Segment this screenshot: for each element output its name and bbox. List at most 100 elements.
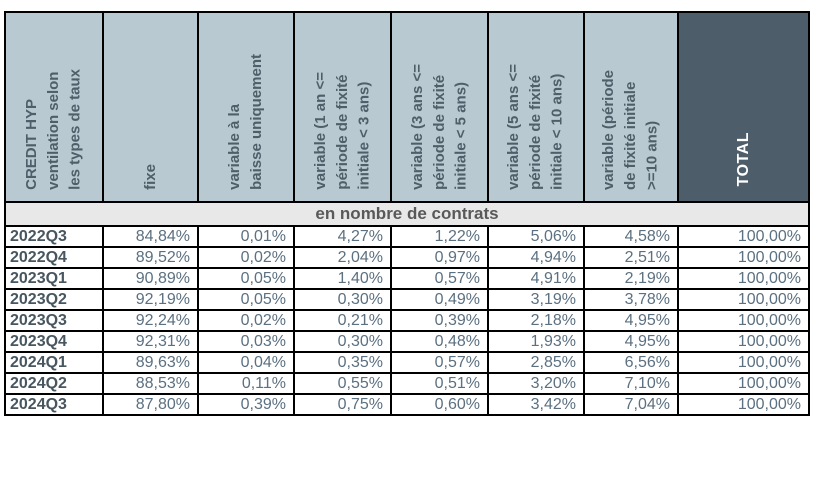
cell-value: 1,22% <box>390 225 489 248</box>
cell-value: 0,30% <box>293 288 392 311</box>
cell-value: 0,30% <box>293 330 392 353</box>
header-row: CREDIT HYP ventilation selon les types d… <box>4 11 810 203</box>
row-label: 2024Q1 <box>4 351 104 374</box>
corner-header-cell: CREDIT HYP ventilation selon les types d… <box>4 11 104 203</box>
col-header-variable-3-5-ans: variable (3 ans <= période de fixité ini… <box>390 11 489 203</box>
cell-value: 1,93% <box>487 330 585 353</box>
subtitle-band: en nombre de contrats <box>4 201 810 227</box>
cell-value: 0,02% <box>197 246 295 269</box>
cell-value: 0,05% <box>197 267 295 290</box>
col-header-label: variable (3 ans <= période de fixité ini… <box>408 64 470 190</box>
cell-value: 84,84% <box>102 225 199 248</box>
cell-value: 0,49% <box>390 288 489 311</box>
cell-value: 3,19% <box>487 288 585 311</box>
cell-value: 1,40% <box>293 267 392 290</box>
cell-value: 89,52% <box>102 246 199 269</box>
table-row: 2023Q4 92,31% 0,03% 0,30% 0,48% 1,93% 4,… <box>4 330 810 353</box>
cell-value: 4,94% <box>487 246 585 269</box>
row-label: 2023Q4 <box>4 330 104 353</box>
cell-value: 0,03% <box>197 330 295 353</box>
cell-value: 2,85% <box>487 351 585 374</box>
cell-value: 88,53% <box>102 372 199 395</box>
cell-value: 4,95% <box>583 330 679 353</box>
cell-value: 0,35% <box>293 351 392 374</box>
cell-value: 2,19% <box>583 267 679 290</box>
cell-value: 2,04% <box>293 246 392 269</box>
row-label: 2022Q4 <box>4 246 104 269</box>
col-header-fixe: fixe <box>102 11 199 203</box>
cell-value: 0,57% <box>390 351 489 374</box>
cell-value: 0,60% <box>390 393 489 416</box>
table-row: 2024Q3 87,80% 0,39% 0,75% 0,60% 3,42% 7,… <box>4 393 810 416</box>
cell-value: 92,19% <box>102 288 199 311</box>
cell-value: 0,39% <box>390 309 489 332</box>
cell-value: 2,18% <box>487 309 585 332</box>
cell-value: 2,51% <box>583 246 679 269</box>
cell-value: 0,55% <box>293 372 392 395</box>
cell-value: 87,80% <box>102 393 199 416</box>
cell-value: 7,10% <box>583 372 679 395</box>
cell-value: 100,00% <box>677 309 810 332</box>
cell-value: 3,42% <box>487 393 585 416</box>
cell-value: 90,89% <box>102 267 199 290</box>
cell-value: 100,00% <box>677 225 810 248</box>
table-row: 2023Q1 90,89% 0,05% 1,40% 0,57% 4,91% 2,… <box>4 267 810 290</box>
cell-value: 0,02% <box>197 309 295 332</box>
table-row: 2024Q2 88,53% 0,11% 0,55% 0,51% 3,20% 7,… <box>4 372 810 395</box>
cell-value: 0,48% <box>390 330 489 353</box>
col-header-variable-10-plus-ans: variable (période de fixité initiale >=1… <box>583 11 679 203</box>
cell-value: 0,97% <box>390 246 489 269</box>
cell-value: 3,78% <box>583 288 679 311</box>
table-row: 2022Q4 89,52% 0,02% 2,04% 0,97% 4,94% 2,… <box>4 246 810 269</box>
cell-value: 0,51% <box>390 372 489 395</box>
cell-value: 100,00% <box>677 267 810 290</box>
cell-value: 6,56% <box>583 351 679 374</box>
subtitle-row: en nombre de contrats <box>4 201 810 227</box>
col-header-label: TOTAL <box>734 131 752 186</box>
cell-value: 0,11% <box>197 372 295 395</box>
cell-value: 5,06% <box>487 225 585 248</box>
corner-header-label: CREDIT HYP ventilation selon les types d… <box>23 69 84 190</box>
cell-value: 4,27% <box>293 225 392 248</box>
row-label: 2023Q1 <box>4 267 104 290</box>
cell-value: 4,95% <box>583 309 679 332</box>
cell-value: 100,00% <box>677 246 810 269</box>
row-label: 2023Q2 <box>4 288 104 311</box>
col-header-label: variable à la baisse uniquement <box>226 54 265 190</box>
table-row: 2024Q1 89,63% 0,04% 0,35% 0,57% 2,85% 6,… <box>4 351 810 374</box>
row-label: 2022Q3 <box>4 225 104 248</box>
col-header-label: fixe <box>141 164 159 190</box>
col-header-label: variable (période de fixité initiale >=1… <box>600 69 661 190</box>
cell-value: 89,63% <box>102 351 199 374</box>
cell-value: 0,57% <box>390 267 489 290</box>
table-row: 2023Q3 92,24% 0,02% 0,21% 0,39% 2,18% 4,… <box>4 309 810 332</box>
col-header-label: variable (5 ans <= période de fixité ini… <box>505 64 566 190</box>
cell-value: 7,04% <box>583 393 679 416</box>
row-label: 2024Q2 <box>4 372 104 395</box>
cell-value: 0,04% <box>197 351 295 374</box>
cell-value: 0,05% <box>197 288 295 311</box>
row-label: 2023Q3 <box>4 309 104 332</box>
col-header-total: TOTAL <box>677 11 810 203</box>
cell-value: 0,21% <box>293 309 392 332</box>
cell-value: 4,91% <box>487 267 585 290</box>
cell-value: 4,58% <box>583 225 679 248</box>
cell-value: 100,00% <box>677 372 810 395</box>
cell-value: 100,00% <box>677 351 810 374</box>
row-label: 2024Q3 <box>4 393 104 416</box>
cell-value: 0,39% <box>197 393 295 416</box>
cell-value: 92,31% <box>102 330 199 353</box>
table-row: 2022Q3 84,84% 0,01% 4,27% 1,22% 5,06% 4,… <box>4 225 810 248</box>
credit-hyp-rate-type-table: CREDIT HYP ventilation selon les types d… <box>4 11 810 416</box>
cell-value: 0,01% <box>197 225 295 248</box>
cell-value: 100,00% <box>677 288 810 311</box>
cell-value: 100,00% <box>677 330 810 353</box>
table-row: 2023Q2 92,19% 0,05% 0,30% 0,49% 3,19% 3,… <box>4 288 810 311</box>
col-header-variable-baisse: variable à la baisse uniquement <box>197 11 295 203</box>
cell-value: 0,75% <box>293 393 392 416</box>
cell-value: 100,00% <box>677 393 810 416</box>
cell-value: 3,20% <box>487 372 585 395</box>
col-header-variable-1-3-ans: variable (1 an <= période de fixité init… <box>293 11 392 203</box>
cell-value: 92,24% <box>102 309 199 332</box>
col-header-variable-5-10-ans: variable (5 ans <= période de fixité ini… <box>487 11 585 203</box>
